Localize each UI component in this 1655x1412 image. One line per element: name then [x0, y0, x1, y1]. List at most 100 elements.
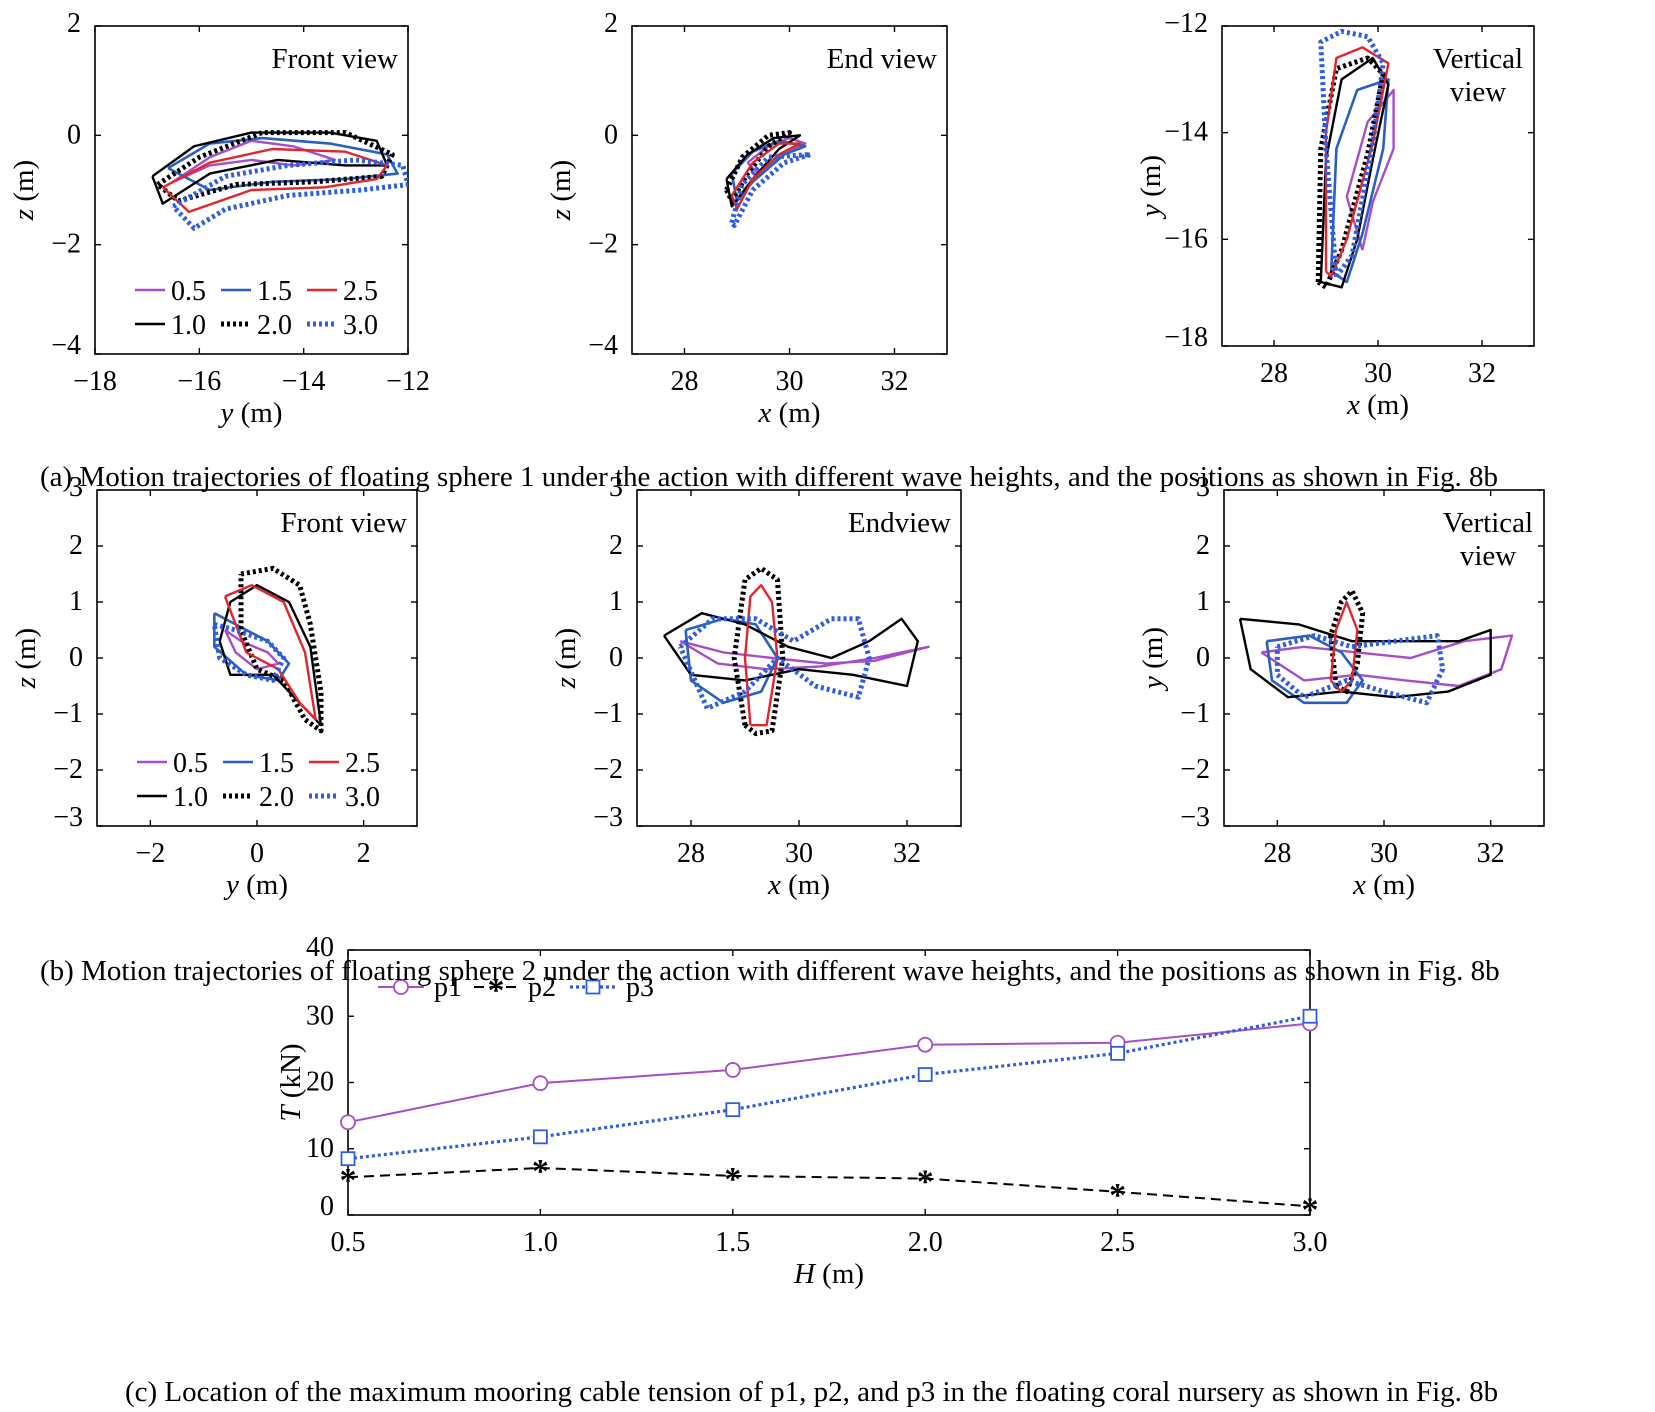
marker-p1 — [917, 1036, 934, 1053]
x-tick-label: −14 — [282, 366, 326, 397]
y-tick-label: −1 — [53, 698, 83, 729]
y-tick-label: −3 — [53, 802, 83, 833]
trajectory-1.0 — [663, 612, 919, 688]
y-axis-label: T (kN) — [275, 1043, 307, 1121]
y-tick-label: −2 — [1180, 754, 1210, 785]
marker-p1 — [724, 1062, 741, 1078]
marker-p3 — [1302, 1008, 1318, 1024]
legend: 0.5 1.5 2.5 1.0 2.0 3.0 — [135, 276, 378, 341]
y-tick-label: −3 — [1180, 802, 1210, 833]
marker-p2: * — [917, 1164, 934, 1201]
y-axis-label: z (m) — [8, 160, 40, 221]
y-tick-label: −14 — [1164, 117, 1208, 148]
panel-a-end: 28 30 32 −4 −2 0 2 x (m) z (m) End view — [545, 8, 948, 429]
panel-b-front: −2 0 2 −3 −2 −1 0 1 2 3 y (m) z (m) Front view 0.5 1.5… — [10, 472, 418, 901]
x-axis-label: y (m) — [218, 397, 283, 429]
x-tick-label: 30 — [1370, 838, 1398, 869]
x-tick-label: 32 — [1477, 838, 1505, 869]
x-axis-label: y (m) — [223, 869, 288, 901]
y-tick-label: 3 — [69, 472, 83, 503]
y-tick-label: 1 — [69, 586, 83, 617]
panel-title: End view — [827, 43, 937, 75]
y-tick-label: −2 — [588, 229, 618, 260]
x-tick-label: 32 — [893, 838, 921, 869]
legend-label-0.5: 0.5 — [171, 276, 206, 307]
x-tick-label: 28 — [677, 838, 705, 869]
trajectory-3.0 — [171, 157, 408, 231]
y-tick-label: −4 — [51, 330, 81, 361]
y-tick-label: −2 — [53, 754, 83, 785]
trajectory-1.0 — [218, 584, 323, 727]
y-tick-label: −2 — [51, 229, 81, 260]
y-tick-label: 1 — [609, 586, 623, 617]
marker-p2: * — [532, 1153, 549, 1190]
y-tick-label: −3 — [593, 802, 623, 833]
axes-frame — [94, 25, 409, 355]
x-tick-label: 30 — [776, 366, 804, 397]
y-axis-label: z (m) — [550, 628, 582, 689]
x-axis-label: x (m) — [767, 869, 830, 901]
trajectory-2.5 — [730, 142, 802, 211]
x-tick-label: 32 — [1468, 358, 1496, 389]
legend-label-p2: p2 — [528, 972, 556, 1003]
legend-label-p3: p3 — [626, 972, 654, 1003]
marker-p3 — [917, 1067, 933, 1082]
panel-a-front: −18 −16 −14 −12 −4 −2 0 2 y (m) z (m) Front view 0.… — [8, 8, 430, 429]
legend-label-2.5: 2.5 — [345, 748, 380, 779]
trajectory-3.0 — [729, 151, 813, 229]
marker-p3 — [340, 1151, 356, 1167]
x-tick-label: 28 — [1260, 358, 1288, 389]
trajectory-0.5 — [679, 640, 930, 671]
x-axis-label: x (m) — [758, 397, 821, 429]
x-axis-label: x (m) — [1352, 869, 1415, 901]
x-tick-label: 1.0 — [523, 1227, 558, 1258]
trajectory-2.5 — [223, 584, 317, 721]
trajectory-2.5 — [1329, 600, 1359, 693]
legend-label-3.0: 3.0 — [345, 782, 380, 813]
legend-label-1.5: 1.5 — [257, 276, 292, 307]
y-tick-label: 3 — [609, 472, 623, 503]
marker-p1 — [532, 1075, 549, 1092]
panel-title: Vertical view — [1433, 43, 1523, 108]
y-axis-label: z (m) — [10, 628, 42, 689]
y-tick-label: −2 — [593, 754, 623, 785]
series-group — [211, 565, 324, 734]
panel-title: Endview — [848, 507, 951, 539]
panel-a-vertical: 28 30 32 −18 −16 −14 −12 x (m) y (m) Vertical view — [1135, 8, 1535, 421]
panel-b-vertical: 28 30 32 −3 −2 −1 0 1 2 3 x (m) y (m) Vertical view — [1137, 472, 1545, 901]
y-tick-label: 0 — [320, 1191, 334, 1222]
y-axis-label: z (m) — [545, 160, 577, 221]
x-tick-label: 0 — [250, 838, 264, 869]
legend-label-0.5: 0.5 — [173, 748, 208, 779]
x-tick-label: 28 — [1263, 838, 1291, 869]
panel-title: Front view — [281, 507, 408, 539]
series-group — [724, 130, 813, 229]
x-tick-label: 2.5 — [1100, 1227, 1135, 1258]
trajectory-2.5 — [743, 584, 779, 727]
y-tick-label: 1 — [1196, 586, 1210, 617]
trajectory-0.5 — [1260, 634, 1514, 688]
y-tick-label: 40 — [306, 932, 334, 963]
x-tick-label: 30 — [1364, 358, 1392, 389]
trajectory-1.0 — [1238, 617, 1492, 699]
legend-label-p1: p1 — [434, 972, 462, 1003]
series-line-p1 — [347, 1022, 1311, 1124]
trajectory-3.0 — [1318, 28, 1386, 279]
marker-p2: * — [724, 1161, 741, 1198]
axes-frame — [631, 25, 948, 355]
trajectory-2.5 — [161, 147, 389, 214]
y-axis-label: y (m) — [1137, 627, 1169, 692]
legend-label-1.0: 1.0 — [173, 782, 208, 813]
trajectory-2.0 — [731, 565, 786, 737]
trajectory-2.0 — [238, 565, 324, 734]
y-tick-label: 20 — [306, 1067, 334, 1098]
trajectory-3.0 — [211, 621, 287, 683]
x-tick-label: 2.0 — [908, 1227, 943, 1258]
caption-a: (a) Motion trajectories of floating sphe… — [40, 461, 1499, 493]
marker-p2: * — [1109, 1177, 1126, 1214]
trajectory-3.0 — [1274, 633, 1446, 706]
legend-marker-p1 — [393, 979, 409, 995]
y-tick-label: 2 — [604, 8, 618, 39]
